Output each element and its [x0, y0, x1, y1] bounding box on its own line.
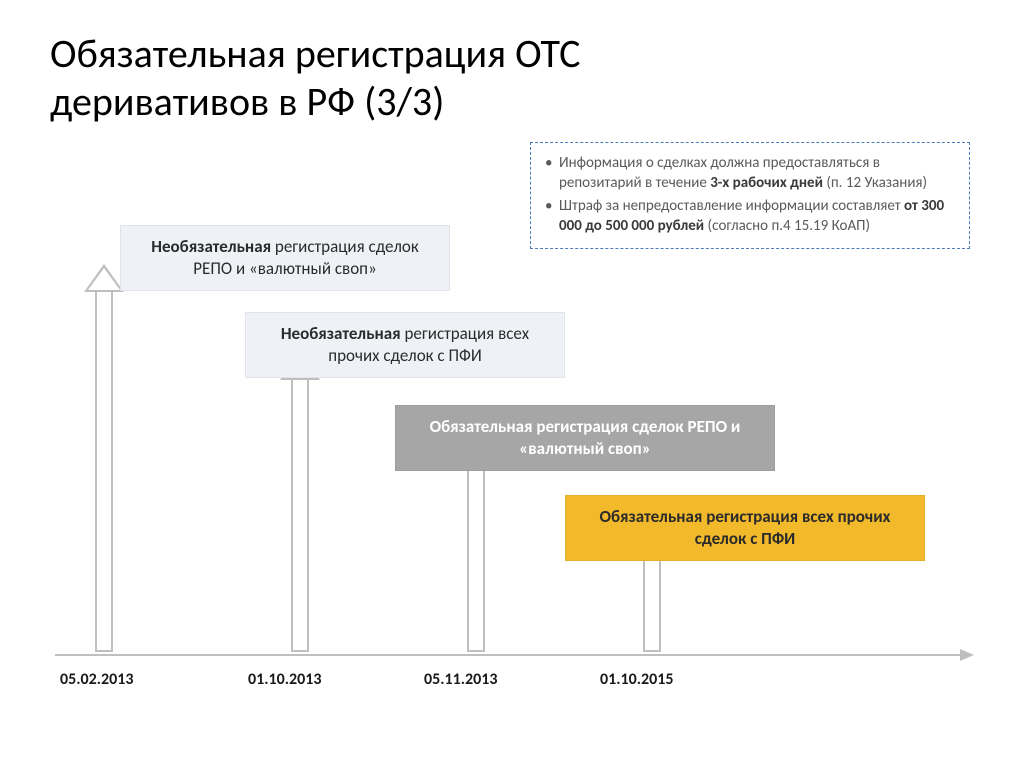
callout-bold: Обязательная регистрация всех прочих сде…: [600, 506, 891, 549]
arrow-shaft: [643, 556, 661, 652]
timeline-date: 05.11.2013: [424, 670, 497, 689]
info-box: Информация о сделках должна предоставлят…: [530, 142, 970, 249]
arrow-base: [291, 650, 309, 652]
title-line-1: Обязательная регистрация OTC: [50, 29, 581, 78]
callout-box: Необязательная регистрация всех прочих с…: [245, 312, 565, 378]
arrow-shaft: [467, 468, 485, 652]
callout-bold: Необязательная: [151, 236, 271, 257]
timeline-date: 01.10.2013: [248, 670, 321, 689]
info-item-pre: Штраф за непредоставление информации сос…: [559, 197, 904, 215]
callout-box: Обязательная регистрация всех прочих сде…: [565, 495, 925, 561]
callout-bold: Необязательная: [281, 323, 401, 344]
timeline-axis: [55, 654, 960, 656]
arrow-base: [643, 650, 661, 652]
info-item-post: (согласно п.4 15.19 КоАП): [704, 217, 870, 235]
callout-box: Обязательная регистрация сделок РЕПО и «…: [395, 405, 775, 471]
info-item-bold: 3-х рабочих дней: [710, 174, 823, 192]
arrow-shaft: [95, 290, 113, 652]
info-list: Информация о сделках должна предоставлят…: [545, 153, 955, 236]
callout-text: Обязательная регистрация сделок РЕПО и «…: [430, 416, 741, 459]
timeline-arrow: [84, 264, 124, 652]
arrow-base: [95, 650, 113, 652]
timeline-arrow: [280, 352, 320, 652]
arrow-base: [467, 650, 485, 652]
callout-box: Необязательная регистрация сделок РЕПО и…: [120, 225, 450, 291]
title-line-2: деривативов в РФ (3/3): [50, 77, 444, 126]
info-item: Штраф за непредоставление информации сос…: [545, 196, 955, 237]
timeline-axis-arrowhead: [960, 649, 974, 661]
page-title: Обязательная регистрация OTC деривативов…: [50, 30, 581, 126]
timeline-arrow: [456, 442, 496, 652]
timeline-date: 05.02.2013: [60, 670, 133, 689]
info-item-post: (п. 12 Указания): [823, 174, 927, 192]
timeline-date: 01.10.2015: [600, 670, 673, 689]
arrowhead-icon: [84, 264, 124, 292]
info-item: Информация о сделках должна предоставлят…: [545, 153, 955, 194]
arrow-shaft: [291, 378, 309, 652]
